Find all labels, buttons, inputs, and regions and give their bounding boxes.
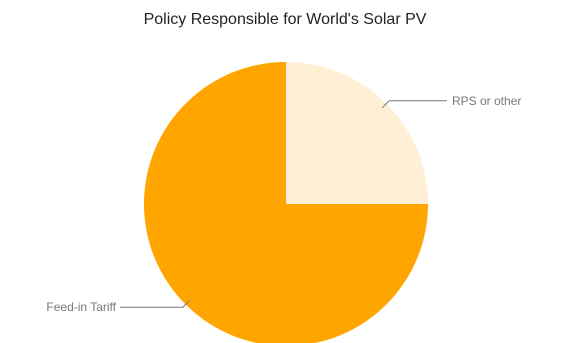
pie-slice-feed-in-tariff — [144, 62, 428, 343]
slice-label: Feed-in Tariff — [46, 300, 116, 314]
slice-label: RPS or other — [452, 94, 521, 108]
pie-slice-rps-or-other — [286, 62, 428, 204]
leader-line — [381, 100, 447, 109]
slice-labels: RPS or other Feed-in Tariff — [46, 94, 521, 314]
pie-slices — [144, 62, 428, 343]
leader-line — [120, 299, 191, 308]
chart-title: Policy Responsible for World's Solar PV — [144, 11, 427, 28]
